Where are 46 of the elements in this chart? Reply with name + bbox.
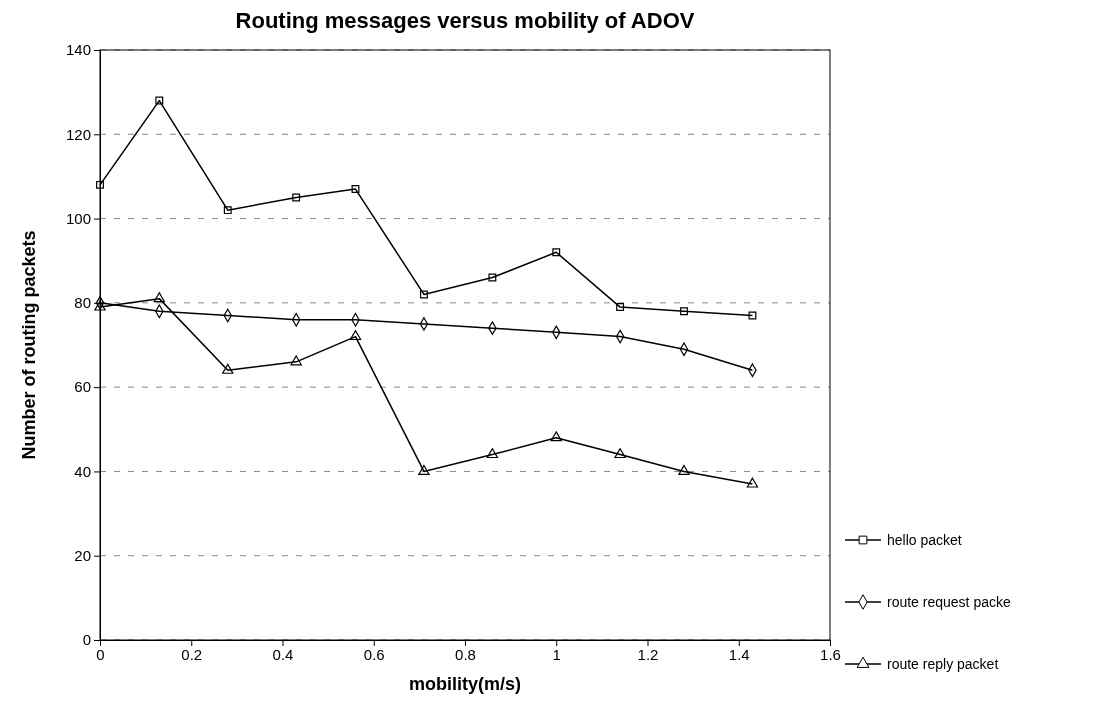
point (678, 464, 690, 475)
point (95, 296, 105, 310)
legend-label: route request packe (887, 594, 1011, 610)
point (486, 448, 499, 459)
x-tick-label: 0.6 (363, 645, 385, 663)
point (153, 292, 166, 303)
x-tick-label: 1.2 (637, 645, 659, 663)
point (552, 248, 561, 257)
point (680, 307, 688, 316)
legend-label: hello packet (887, 532, 962, 548)
x-tick-label: 0.8 (455, 645, 476, 663)
y-tick-label: 60 (74, 378, 91, 396)
y-tick-label: 20 (74, 547, 91, 565)
x-tick-label: 0.2 (181, 645, 203, 663)
point (96, 180, 104, 189)
y-axis-title: Number of routing packets (19, 230, 39, 460)
x-tick-label: 0.4 (272, 645, 294, 663)
point (155, 96, 164, 105)
x-tick-label: 0 (96, 645, 105, 663)
point (748, 311, 757, 320)
point (488, 273, 497, 282)
point (290, 355, 302, 366)
point (614, 448, 626, 459)
x-axis-title: mobility(m/s) (408, 674, 522, 694)
y-tick-label: 40 (74, 462, 91, 480)
x-tick-label: 1.4 (728, 645, 750, 663)
point (418, 464, 430, 475)
y-tick-label: 100 (65, 209, 91, 227)
x-tick-label: 1.6 (820, 645, 841, 663)
point (616, 303, 625, 312)
point (349, 330, 362, 341)
point (351, 185, 360, 194)
point (222, 363, 234, 374)
legend-label: route reply packet (887, 656, 999, 672)
point (419, 290, 428, 299)
y-tick-label: 140 (65, 41, 91, 59)
chart-title: Routing messages versus mobility of ADOV (235, 8, 695, 33)
y-tick-label: 0 (82, 631, 91, 649)
point (550, 431, 562, 442)
y-tick-label: 120 (65, 125, 91, 143)
point (746, 477, 759, 488)
point (292, 193, 301, 202)
point (419, 317, 429, 331)
x-tick-label: 1 (552, 645, 561, 663)
point (223, 206, 232, 215)
y-tick-label: 80 (74, 294, 91, 312)
